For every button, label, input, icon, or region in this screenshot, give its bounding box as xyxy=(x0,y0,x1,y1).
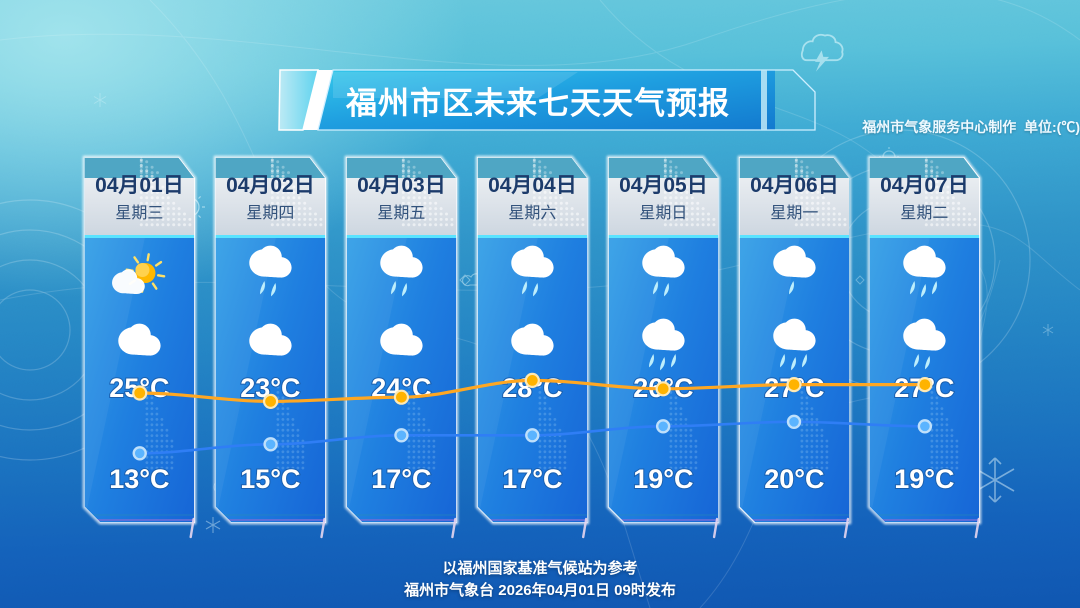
svg-text:15°C: 15°C xyxy=(240,464,300,494)
svg-text:星期六: 星期六 xyxy=(508,204,556,222)
svg-text:26°C: 26°C xyxy=(633,373,693,403)
svg-text:19°C: 19°C xyxy=(633,464,693,494)
svg-text:19°C: 19°C xyxy=(895,464,955,494)
svg-text:27°C: 27°C xyxy=(895,373,955,403)
svg-text:星期日: 星期日 xyxy=(639,204,687,222)
svg-text:27°C: 27°C xyxy=(764,373,824,403)
svg-text:25°C: 25°C xyxy=(110,373,170,403)
svg-text:17°C: 17°C xyxy=(502,464,562,494)
svg-text:13°C: 13°C xyxy=(110,464,170,494)
svg-text:04月05日: 04月05日 xyxy=(619,174,708,197)
svg-text:04月06日: 04月06日 xyxy=(750,174,839,197)
svg-text:星期五: 星期五 xyxy=(377,204,425,222)
svg-text:20°C: 20°C xyxy=(764,464,824,494)
svg-text:04月01日: 04月01日 xyxy=(95,174,184,197)
svg-text:04月03日: 04月03日 xyxy=(357,174,446,197)
svg-text:星期一: 星期一 xyxy=(770,204,818,222)
svg-text:24°C: 24°C xyxy=(371,373,431,403)
svg-text:23°C: 23°C xyxy=(240,373,300,403)
svg-text:星期四: 星期四 xyxy=(247,204,295,222)
svg-text:星期三: 星期三 xyxy=(116,204,164,222)
svg-text:04月04日: 04月04日 xyxy=(488,174,577,197)
svg-text:17°C: 17°C xyxy=(371,464,431,494)
svg-text:04月02日: 04月02日 xyxy=(226,174,315,197)
svg-text:04月07日: 04月07日 xyxy=(881,174,970,197)
svg-text:28°C: 28°C xyxy=(502,373,562,403)
svg-text:星期二: 星期二 xyxy=(901,204,949,222)
